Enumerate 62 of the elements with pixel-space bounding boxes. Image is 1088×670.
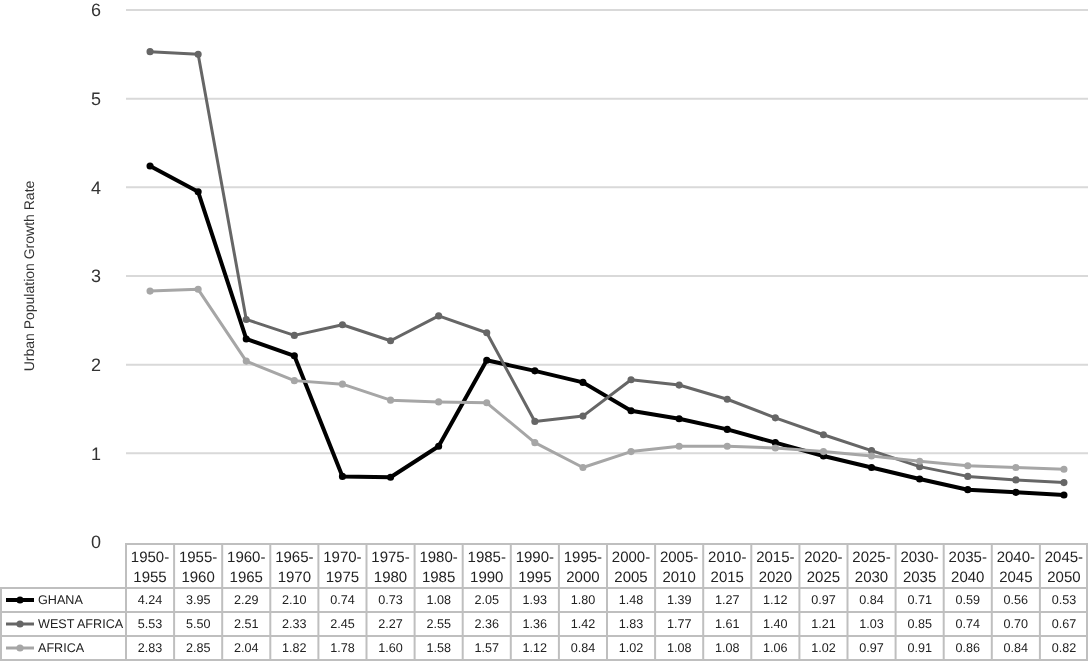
- point: [627, 407, 635, 415]
- point: [627, 448, 635, 456]
- y-tick-label: 2: [90, 354, 102, 375]
- point: [771, 444, 779, 452]
- point: [1012, 488, 1020, 496]
- point: [1060, 465, 1068, 473]
- point: [194, 50, 202, 58]
- point: [435, 312, 443, 320]
- y-tick-label: 1: [90, 443, 102, 464]
- point: [435, 442, 443, 450]
- y-tick-label: 3: [90, 266, 102, 287]
- point: [867, 463, 876, 472]
- y-tick-label: 5: [90, 88, 102, 109]
- point: [531, 367, 539, 375]
- point: [867, 452, 876, 460]
- point: [964, 472, 972, 480]
- point: [531, 417, 539, 425]
- y-tick-label: 6: [90, 0, 102, 21]
- point: [675, 415, 683, 423]
- point: [194, 285, 202, 293]
- point: [964, 462, 972, 470]
- point: [146, 48, 154, 56]
- point: [290, 377, 298, 385]
- point: [338, 380, 347, 388]
- point: [290, 331, 298, 339]
- point: [483, 356, 491, 364]
- point: [146, 287, 154, 295]
- point: [675, 381, 683, 389]
- point: [242, 335, 250, 343]
- point: [819, 431, 828, 439]
- point: [435, 398, 443, 406]
- point: [579, 412, 587, 420]
- point: [916, 457, 924, 465]
- point: [1012, 476, 1020, 484]
- point: [290, 352, 298, 360]
- point: [531, 439, 539, 447]
- point: [723, 442, 731, 450]
- point: [1060, 491, 1068, 499]
- y-tick-label: 4: [90, 177, 102, 198]
- point: [338, 321, 347, 329]
- point: [242, 315, 250, 324]
- point: [483, 329, 491, 337]
- point: [386, 396, 395, 404]
- point: [627, 376, 635, 384]
- point: [483, 399, 491, 407]
- point: [386, 337, 395, 345]
- point: [386, 473, 395, 481]
- point: [771, 439, 779, 447]
- point: [146, 162, 154, 170]
- point: [964, 486, 972, 494]
- point: [194, 188, 202, 196]
- y-tick-label: 0: [90, 532, 102, 553]
- point: [771, 414, 779, 422]
- point: [579, 463, 587, 472]
- point: [675, 442, 683, 450]
- point: [242, 357, 250, 365]
- point: [723, 425, 731, 433]
- point: [723, 395, 731, 403]
- point: [1060, 479, 1068, 487]
- point: [916, 475, 924, 483]
- point: [579, 378, 587, 386]
- point: [338, 472, 347, 480]
